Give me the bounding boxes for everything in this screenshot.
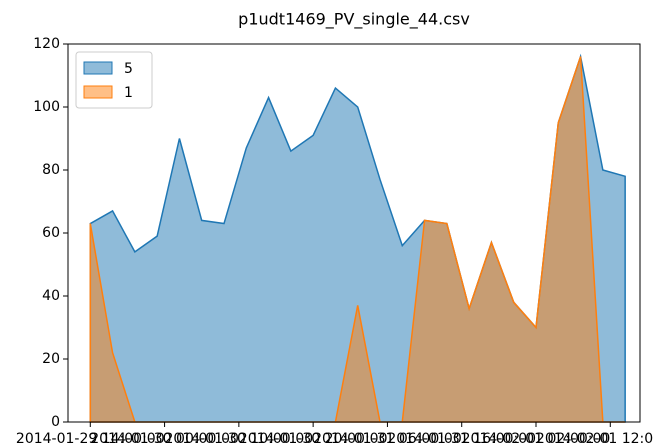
x-tick-label: 2014-01-31 06:00:00 — [313, 431, 462, 447]
legend-swatch — [83, 85, 113, 99]
y-tick-label: 80 — [42, 162, 60, 178]
x-tick-label: 2014-01-29 14:00:00 — [16, 431, 165, 447]
chart-title: p1udt1469_PV_single_44.csv — [238, 10, 470, 30]
y-tick-label: 120 — [33, 36, 60, 52]
x-tick-label: 2014-02-01 02:00:00 — [462, 431, 611, 447]
x-tick-label: 2014-01-30 00:00:00 — [90, 431, 239, 447]
y-tick-label: 60 — [42, 225, 60, 241]
y-tick-label: 100 — [33, 99, 60, 115]
legend-label: 5 — [124, 61, 133, 77]
legend-label: 1 — [124, 85, 133, 101]
x-tick-label: 2014-01-30 20:00:00 — [239, 431, 388, 447]
legend-box — [75, 51, 153, 109]
x-tick-label: 2014-01-31 16:00:00 — [387, 431, 536, 447]
x-tick-label: 2014-01-30 10:00:00 — [165, 431, 314, 447]
y-tick-label: 20 — [42, 351, 60, 367]
x-tick-label: 2014-02-01 12:00:00 — [536, 431, 654, 447]
y-tick-label: 40 — [42, 288, 60, 304]
y-tick-label: 0 — [51, 414, 60, 430]
legend-swatch — [83, 61, 113, 75]
